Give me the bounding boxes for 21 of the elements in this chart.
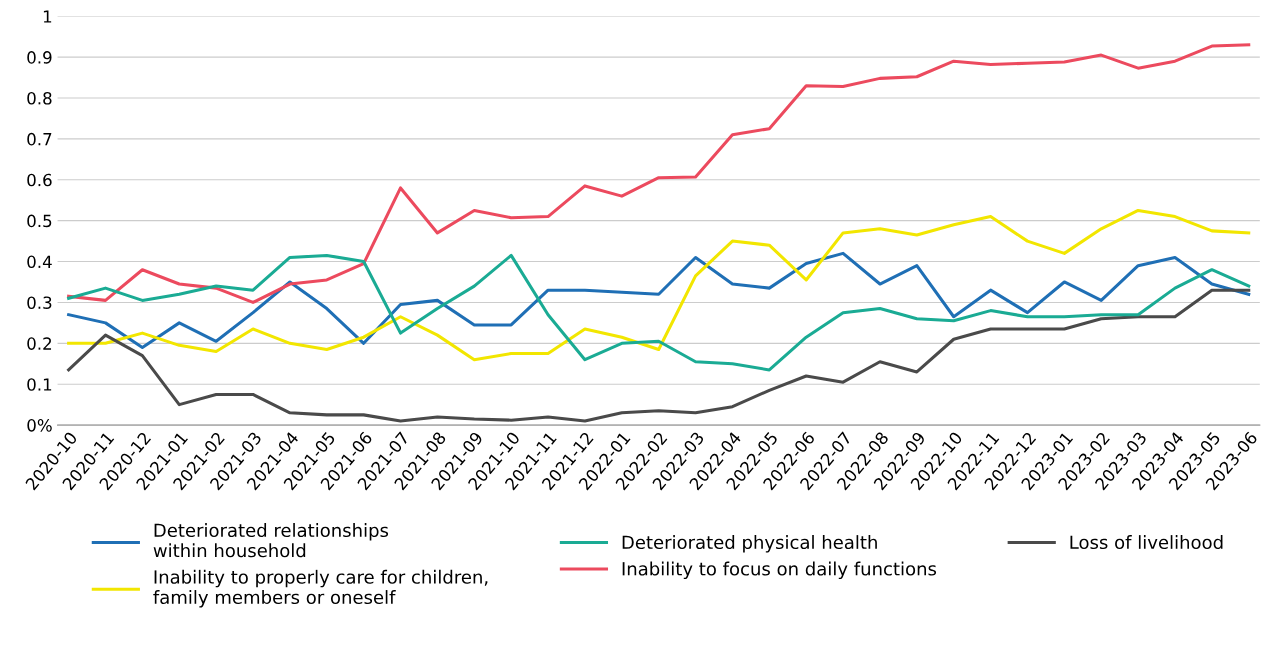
legend-label: Inability to focus on daily functions	[622, 561, 937, 580]
y-tick-label: 0.8	[27, 91, 52, 105]
legend-label: Deteriorated relationships within household	[153, 523, 389, 558]
y-tick-label: 0.3	[27, 296, 52, 309]
line-series	[67, 43, 1251, 304]
y-tick-label: 0.2	[27, 337, 52, 350]
y-tick-label: 0%	[27, 419, 52, 432]
legend-label: Deteriorated physical health	[622, 535, 877, 553]
line-series	[67, 251, 1251, 349]
legend-label: Loss of livelihood	[1070, 535, 1223, 550]
y-tick-label: 1	[43, 10, 52, 23]
line-series	[67, 288, 1251, 423]
line-series	[67, 208, 1251, 362]
line-series	[67, 253, 1251, 372]
y-tick-label: 0.9	[27, 51, 52, 64]
y-tick-label: 0.7	[27, 132, 52, 146]
legend-label: Inability to properly care for children, family members or oneself	[153, 569, 488, 608]
y-tick-label: 0.4	[27, 255, 52, 269]
y-tick-label: 0.5	[27, 214, 52, 228]
y-tick-label: 0.1	[27, 378, 52, 391]
y-tick-label: 0.6	[27, 173, 52, 187]
